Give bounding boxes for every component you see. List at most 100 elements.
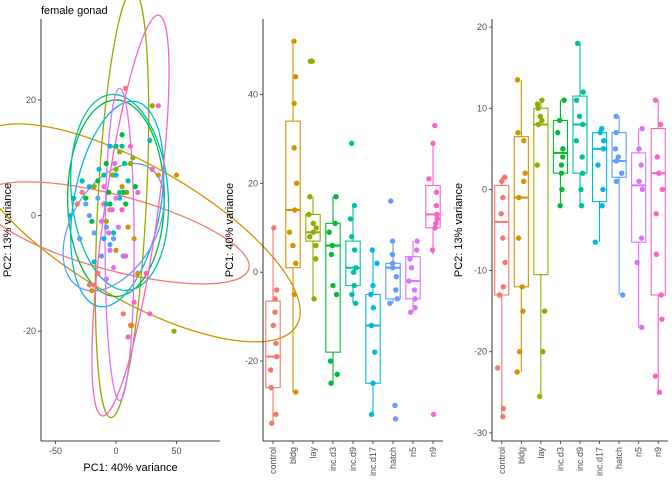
point-control <box>502 174 508 180</box>
point-n5 <box>412 296 418 302</box>
point-lay <box>171 328 177 334</box>
point-bldg <box>514 369 520 375</box>
point-inc-d3 <box>561 97 567 103</box>
point-lay <box>535 121 542 128</box>
y-tick-label: -20 <box>245 356 258 366</box>
point-inc-d9 <box>117 189 123 196</box>
point-n5 <box>101 184 107 190</box>
point-n9 <box>147 311 153 317</box>
point-hatch <box>83 201 89 207</box>
point-n9 <box>656 389 663 396</box>
point-lay <box>541 308 548 314</box>
point-inc-d17 <box>96 166 102 172</box>
y-tick-label: -30 <box>474 428 487 438</box>
point-n5 <box>106 230 112 236</box>
point-inc-d9 <box>578 186 584 193</box>
point-control <box>498 211 504 217</box>
y-tick-label: 20 <box>26 95 36 105</box>
point-n9 <box>430 140 436 147</box>
point-bldg <box>291 291 297 298</box>
point-n9 <box>432 225 438 231</box>
point-n9 <box>434 211 440 218</box>
point-inc-d17 <box>601 138 607 144</box>
point-hatch <box>110 236 117 242</box>
point-inc-d9 <box>350 269 357 275</box>
point-n5 <box>112 160 118 167</box>
point-control <box>496 292 503 298</box>
point-lay <box>127 160 134 167</box>
point-inc-d17 <box>113 172 119 178</box>
point-n5 <box>639 125 645 132</box>
point-control <box>123 85 129 91</box>
point-inc-d17 <box>67 212 73 219</box>
point-n9 <box>659 316 665 322</box>
point-control <box>273 411 279 418</box>
point-inc-d9 <box>573 138 580 144</box>
point-control <box>500 235 506 241</box>
point-hatch <box>392 402 398 409</box>
point-bldg <box>292 74 299 80</box>
point-n9 <box>430 411 437 418</box>
point-inc-d17 <box>371 349 378 355</box>
point-control <box>502 259 508 266</box>
point-lay <box>534 101 541 107</box>
point-hatch <box>620 292 626 298</box>
point-bldg <box>519 284 525 290</box>
point-inc-d3 <box>556 117 563 124</box>
point-n5 <box>636 146 642 152</box>
box-bldg <box>285 120 301 269</box>
point-inc-d3 <box>326 229 332 235</box>
point-n9 <box>652 373 659 379</box>
point-hatch <box>612 146 619 152</box>
point-n9 <box>654 154 660 160</box>
x-tick-label: 50 <box>171 446 181 456</box>
point-inc-d3 <box>559 186 565 193</box>
point-inc-d9 <box>580 121 586 128</box>
point-control <box>500 413 506 420</box>
point-control <box>95 270 101 276</box>
point-n9 <box>155 103 161 109</box>
y-tick-label: 0 <box>31 211 36 221</box>
point-inc-d9 <box>573 97 580 103</box>
point-lay <box>540 349 546 355</box>
point-n5 <box>638 235 645 241</box>
x-tick-label: control <box>497 447 507 474</box>
figure-title: female gonad <box>41 5 108 17</box>
point-n9 <box>653 251 660 258</box>
point-inc-d9 <box>348 140 355 147</box>
x-tick-label: inc.d3 <box>328 447 338 471</box>
point-inc-d17 <box>107 143 113 149</box>
point-hatch <box>98 253 105 259</box>
point-n5 <box>406 278 412 284</box>
point-inc-d3 <box>333 193 339 200</box>
point-inc-d17 <box>600 186 606 193</box>
point-n5 <box>98 218 105 224</box>
point-inc-d17 <box>370 380 376 386</box>
point-bldg <box>293 180 300 187</box>
x-tick-label: n5 <box>408 447 418 457</box>
point-lay <box>307 193 313 200</box>
point-n5 <box>639 324 645 331</box>
point-n5 <box>407 309 414 315</box>
point-hatch <box>392 416 399 422</box>
point-inc-d3 <box>332 220 338 227</box>
point-n9 <box>658 292 664 298</box>
point-inc-d9 <box>579 170 586 176</box>
point-inc-d17 <box>369 247 376 253</box>
point-control <box>91 282 97 288</box>
point-inc-d9 <box>349 291 355 298</box>
point-inc-d17 <box>370 305 377 311</box>
point-inc-d3 <box>119 132 125 138</box>
point-control <box>500 405 507 412</box>
point-inc-d9 <box>351 202 358 209</box>
point-bldg <box>293 389 299 395</box>
point-inc-d9 <box>351 247 358 253</box>
point-inc-d17 <box>597 129 603 136</box>
point-n9 <box>135 189 141 196</box>
y-tick-label: -10 <box>474 266 487 276</box>
point-n5 <box>638 162 644 168</box>
point-lay <box>130 155 136 161</box>
point-control <box>272 309 278 315</box>
ellipse-lay <box>94 0 150 419</box>
